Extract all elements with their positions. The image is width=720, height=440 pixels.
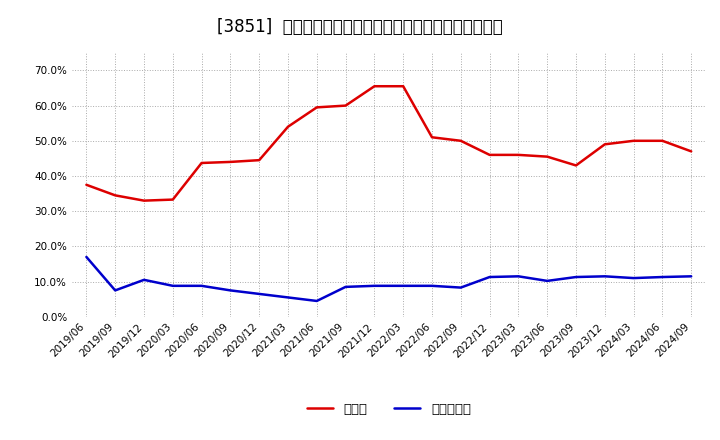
現須金 — [572, 163, 580, 168]
現須金 — [543, 154, 552, 159]
有利子負債 — [428, 283, 436, 289]
現須金 — [284, 124, 292, 129]
現須金 — [658, 138, 667, 143]
現須金 — [82, 182, 91, 187]
現須金 — [600, 142, 609, 147]
Text: [3851]  現須金、有利子負債の総資産に対する比率の推移: [3851] 現須金、有利子負債の総資産に対する比率の推移 — [217, 18, 503, 36]
有利子負債 — [687, 274, 696, 279]
現須金 — [370, 84, 379, 89]
現須金 — [197, 160, 206, 165]
有利子負債 — [485, 275, 494, 280]
現須金 — [687, 149, 696, 154]
有利子負債 — [255, 291, 264, 297]
有利子負債 — [399, 283, 408, 289]
有利子負債 — [658, 275, 667, 280]
現須金 — [428, 135, 436, 140]
有利子負債 — [341, 284, 350, 290]
有利子負債 — [514, 274, 523, 279]
現須金 — [140, 198, 148, 203]
有利子負債 — [284, 295, 292, 300]
有利子負債 — [140, 277, 148, 282]
有利子負債 — [543, 278, 552, 283]
有利子負債 — [629, 275, 638, 281]
現須金 — [168, 197, 177, 202]
現須金 — [255, 158, 264, 163]
現須金 — [341, 103, 350, 108]
現須金 — [312, 105, 321, 110]
有利子負債 — [197, 283, 206, 289]
現須金 — [485, 152, 494, 158]
有利子負債 — [572, 275, 580, 280]
有利子負債 — [226, 288, 235, 293]
Legend: 現須金, 有利子負債: 現須金, 有利子負債 — [302, 397, 476, 421]
有利子負債 — [82, 254, 91, 260]
現須金 — [399, 84, 408, 89]
有利子負債 — [370, 283, 379, 289]
Line: 有利子負債: 有利子負債 — [86, 257, 691, 301]
現須金 — [629, 138, 638, 143]
有利子負債 — [456, 285, 465, 290]
現須金 — [456, 138, 465, 143]
有利子負債 — [600, 274, 609, 279]
現須金 — [514, 152, 523, 158]
Line: 現須金: 現須金 — [86, 86, 691, 201]
有利子負債 — [312, 298, 321, 304]
有利子負債 — [168, 283, 177, 289]
現須金 — [226, 159, 235, 165]
現須金 — [111, 193, 120, 198]
有利子負債 — [111, 288, 120, 293]
